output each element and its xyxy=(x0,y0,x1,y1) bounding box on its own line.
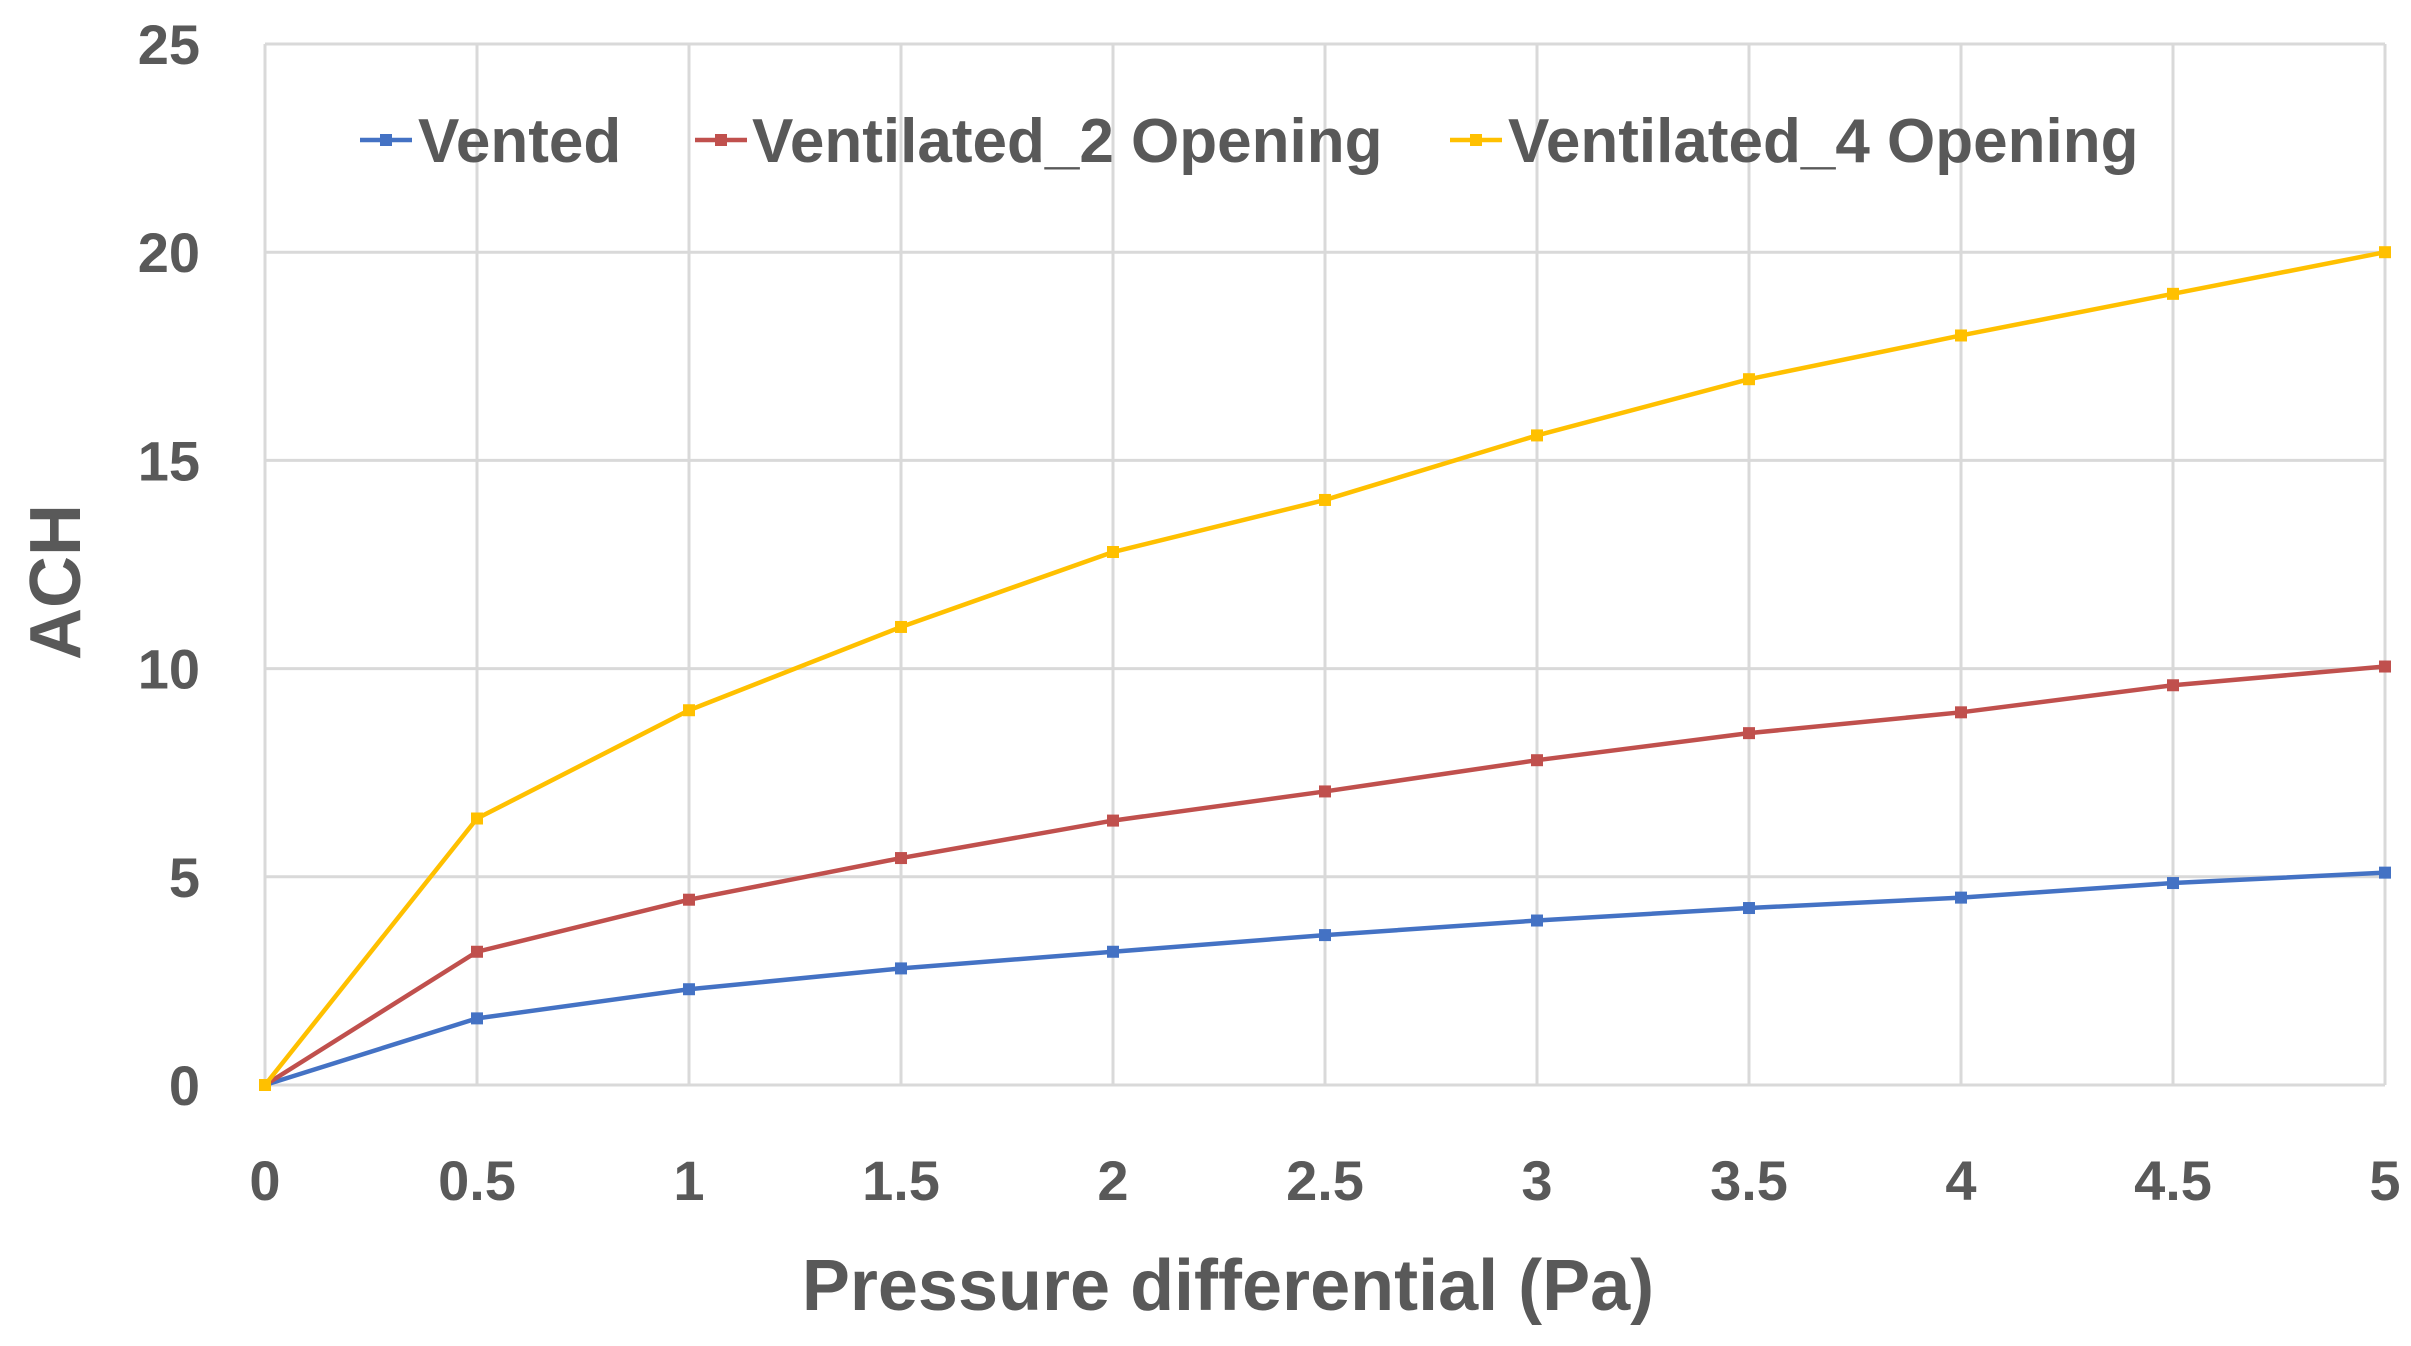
x-axis-ticks: 0 0.5 1 1.5 2 2.5 3 3.5 4 4.5 5 xyxy=(249,1149,2400,1212)
data-point-ventilated-2-opening xyxy=(1955,706,1967,719)
legend-swatch-marker xyxy=(715,134,727,146)
x-axis-title: Pressure differential (Pa) xyxy=(802,1246,1654,1326)
legend-item-vented: Vented xyxy=(360,107,621,176)
data-point-ventilated-2-opening xyxy=(2379,660,2391,673)
data-point-ventilated-4-opening xyxy=(1319,493,1331,506)
data-point-ventilated-2-opening xyxy=(471,945,483,958)
x-tick-label: 4.5 xyxy=(2134,1149,2212,1212)
y-tick-label: 15 xyxy=(138,429,200,492)
legend: Vented Ventilated_2 Opening Ventilated_4 O… xyxy=(360,107,2138,176)
y-tick-label: 5 xyxy=(169,846,200,909)
x-tick-label: 5 xyxy=(2369,1149,2400,1212)
data-point-vented xyxy=(895,962,907,975)
data-point-ventilated-2-opening xyxy=(2167,679,2179,692)
data-point-ventilated-2-opening xyxy=(895,852,907,865)
data-point-vented xyxy=(1743,902,1755,915)
x-tick-label: 3.5 xyxy=(1710,1149,1788,1212)
x-tick-label: 1.5 xyxy=(862,1149,940,1212)
data-point-ventilated-4-opening xyxy=(1531,429,1543,442)
data-point-ventilated-2-opening xyxy=(1743,727,1755,740)
legend-label: Ventilated_2 Opening xyxy=(752,107,1382,176)
x-tick-label: 1 xyxy=(673,1149,704,1212)
data-point-ventilated-4-opening xyxy=(683,704,695,717)
legend-label: Vented xyxy=(418,107,621,176)
y-tick-label: 25 xyxy=(138,13,200,76)
data-point-ventilated-2-opening xyxy=(1531,754,1543,767)
x-tick-label: 0 xyxy=(249,1149,280,1212)
y-axis-ticks: 0 5 10 15 20 25 xyxy=(138,13,200,1117)
legend-swatch-marker xyxy=(1470,134,1482,146)
data-point-vented xyxy=(683,983,695,996)
legend-label: Ventilated_4 Opening xyxy=(1508,107,2138,176)
y-tick-label: 20 xyxy=(138,221,200,284)
x-tick-label: 2 xyxy=(1097,1149,1128,1212)
data-point-vented xyxy=(1955,891,1967,904)
data-point-ventilated-2-opening xyxy=(1107,814,1119,827)
data-point-vented xyxy=(2167,877,2179,890)
data-point-ventilated-4-opening xyxy=(471,812,483,825)
x-tick-label: 2.5 xyxy=(1286,1149,1364,1212)
data-point-vented xyxy=(471,1012,483,1025)
x-tick-label: 0.5 xyxy=(438,1149,516,1212)
data-point-ventilated-4-opening xyxy=(2167,287,2179,300)
data-point-ventilated-4-opening xyxy=(1955,329,1967,342)
data-series xyxy=(259,246,2391,1091)
data-point-ventilated-4-opening xyxy=(1107,546,1119,559)
data-point-ventilated-4-opening xyxy=(259,1079,271,1091)
x-tick-label: 3 xyxy=(1521,1149,1552,1212)
data-point-ventilated-4-opening xyxy=(1743,373,1755,386)
data-point-vented xyxy=(1531,914,1543,927)
data-point-vented xyxy=(1319,929,1331,942)
data-point-ventilated-4-opening xyxy=(2379,246,2391,259)
y-tick-label: 10 xyxy=(138,638,200,701)
data-point-ventilated-4-opening xyxy=(895,620,907,633)
data-point-vented xyxy=(1107,945,1119,958)
y-tick-label: 0 xyxy=(169,1054,200,1117)
x-tick-label: 4 xyxy=(1945,1149,1976,1212)
gridlines xyxy=(263,42,2387,1087)
data-point-ventilated-2-opening xyxy=(683,893,695,906)
legend-item-ventilated-4-opening: Ventilated_4 Opening xyxy=(1450,107,2138,176)
legend-item-ventilated-2-opening: Ventilated_2 Opening xyxy=(695,107,1382,176)
legend-swatch-marker xyxy=(380,134,392,146)
data-point-vented xyxy=(2379,866,2391,879)
y-axis-title: ACH xyxy=(16,504,96,660)
data-point-ventilated-2-opening xyxy=(1319,785,1331,798)
